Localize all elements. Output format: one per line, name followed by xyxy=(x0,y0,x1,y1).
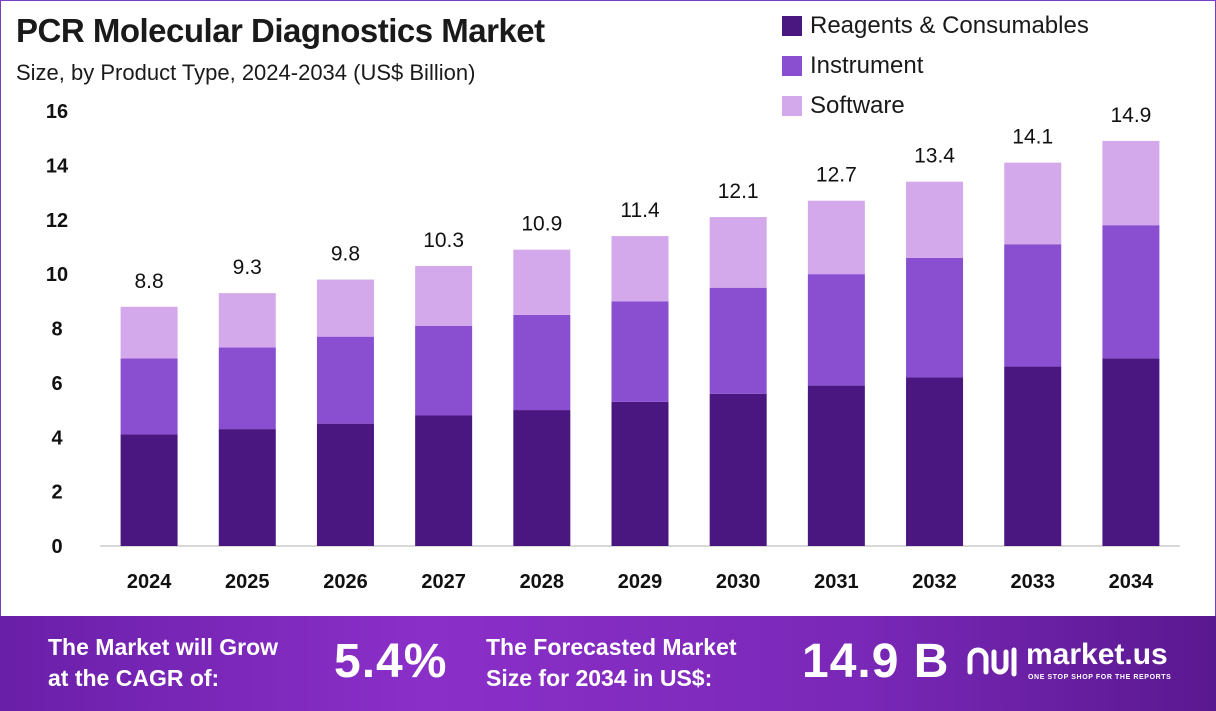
bar-segment-instrument xyxy=(611,301,669,402)
x-tick-label: 2029 xyxy=(618,571,663,593)
legend-swatch-instrument xyxy=(782,56,802,76)
bar-total-label: 9.3 xyxy=(233,256,262,279)
legend-label-software: Software xyxy=(810,92,905,119)
legend-label-reagents: Reagents & Consumables xyxy=(810,12,1089,39)
bar-segment-reagents xyxy=(906,377,964,546)
bar-total-label: 13.4 xyxy=(914,145,955,168)
bar-total-label: 12.7 xyxy=(816,164,857,187)
chart-subtitle: Size, by Product Type, 2024-2034 (US$ Bi… xyxy=(16,60,476,85)
x-tick-label: 2028 xyxy=(520,571,565,593)
logo-tagline: ONE STOP SHOP FOR THE REPORTS xyxy=(1028,674,1172,681)
bar-segment-software xyxy=(120,306,178,359)
bar-total-label: 11.4 xyxy=(620,199,660,222)
bar-total-label: 9.8 xyxy=(331,243,360,266)
cagr-value: 5.4% xyxy=(334,635,448,688)
forecast-value: 14.9 B xyxy=(802,635,950,688)
x-tick-label: 2027 xyxy=(421,571,466,593)
cagr-label: The Market will Grow at the CAGR of: xyxy=(48,632,278,694)
x-tick-label: 2033 xyxy=(1010,571,1055,593)
x-tick-label: 2025 xyxy=(225,571,270,593)
x-tick-label: 2032 xyxy=(912,571,957,593)
y-tick-label: 12 xyxy=(46,210,68,232)
bar-segment-reagents xyxy=(120,434,178,546)
bar-segment-software xyxy=(1004,162,1062,245)
bar-segment-software xyxy=(807,200,865,275)
y-tick-label: 8 xyxy=(51,319,62,341)
bar-segment-reagents xyxy=(807,385,865,546)
bar-total-label: 8.8 xyxy=(134,270,163,293)
cagr-label-line1: The Market will Grow xyxy=(48,634,279,660)
market-us-logo-icon xyxy=(967,647,1017,677)
bar-segment-software xyxy=(218,293,276,348)
bar-segment-reagents xyxy=(1004,366,1062,546)
y-tick-label: 14 xyxy=(46,155,69,177)
bar-segment-instrument xyxy=(709,287,767,394)
bar-segment-instrument xyxy=(906,257,964,378)
bar-segment-reagents xyxy=(218,429,276,546)
x-tick-label: 2030 xyxy=(716,571,761,593)
legend-swatch-reagents xyxy=(782,16,802,36)
forecast-label-line1: The Forecasted Market xyxy=(486,634,737,660)
y-tick-label: 16 xyxy=(46,101,68,123)
y-tick-label: 0 xyxy=(51,536,62,558)
x-tick-label: 2031 xyxy=(814,571,859,593)
y-tick-label: 2 xyxy=(51,482,62,504)
forecast-label: The Forecasted Market Size for 2034 in U… xyxy=(486,632,737,694)
bar-segment-software xyxy=(513,249,571,315)
bar-total-label: 14.9 xyxy=(1110,104,1151,127)
bar-segment-software xyxy=(415,265,473,326)
bar-segment-instrument xyxy=(807,274,865,386)
bar-segment-instrument xyxy=(120,358,178,435)
bar-segment-instrument xyxy=(415,325,473,416)
bar-segment-instrument xyxy=(218,347,276,430)
bar-total-label: 12.1 xyxy=(718,180,759,203)
legend-item-reagents: Reagents & Consumables xyxy=(782,6,1089,46)
bar-segment-reagents xyxy=(709,393,767,546)
y-tick-label: 6 xyxy=(51,373,62,395)
logo-name: market.us xyxy=(1026,638,1168,671)
legend-item-instrument: Instrument xyxy=(782,46,1089,86)
footer-banner: The Market will Grow at the CAGR of: 5.4… xyxy=(0,616,1216,711)
bar-total-label: 10.3 xyxy=(423,229,464,252)
y-tick-label: 10 xyxy=(46,264,68,286)
bar-segment-software xyxy=(316,279,374,337)
bar-segment-reagents xyxy=(611,401,669,546)
stacked-bar-chart: 0 2 4 6 8 10 12 14 16 8.8 2024 9.3 2025 9.8 2026 10.3 20… xyxy=(46,101,1180,593)
bar-segment-instrument xyxy=(1102,225,1160,359)
legend-label-instrument: Instrument xyxy=(810,52,924,79)
bar-segment-reagents xyxy=(316,423,374,546)
y-tick-label: 4 xyxy=(51,427,63,449)
bar-total-label: 10.9 xyxy=(521,213,562,236)
x-tick-label: 2024 xyxy=(127,571,172,593)
bar-segment-reagents xyxy=(513,410,571,546)
forecast-label-line2: Size for 2034 in US$: xyxy=(486,665,713,691)
bar-segment-software xyxy=(611,236,669,302)
legend-item-software: Software xyxy=(782,86,1089,126)
x-tick-label: 2034 xyxy=(1109,571,1154,593)
x-tick-label: 2026 xyxy=(323,571,368,593)
bar-segment-instrument xyxy=(1004,244,1062,367)
bar-segment-reagents xyxy=(415,415,473,546)
legend: Reagents & Consumables Instrument Softwa… xyxy=(782,6,1089,126)
bar-segment-instrument xyxy=(316,336,374,424)
bar-segment-software xyxy=(1102,140,1160,226)
cagr-label-line2: at the CAGR of: xyxy=(48,665,220,691)
chart-title: PCR Molecular Diagnostics Market xyxy=(16,12,545,49)
bar-segment-software xyxy=(906,181,964,258)
bar-segment-software xyxy=(709,217,767,288)
bar-total-label: 14.1 xyxy=(1012,126,1053,149)
legend-swatch-software xyxy=(782,96,802,116)
bar-segment-instrument xyxy=(513,314,571,411)
bar-segment-reagents xyxy=(1102,358,1160,546)
